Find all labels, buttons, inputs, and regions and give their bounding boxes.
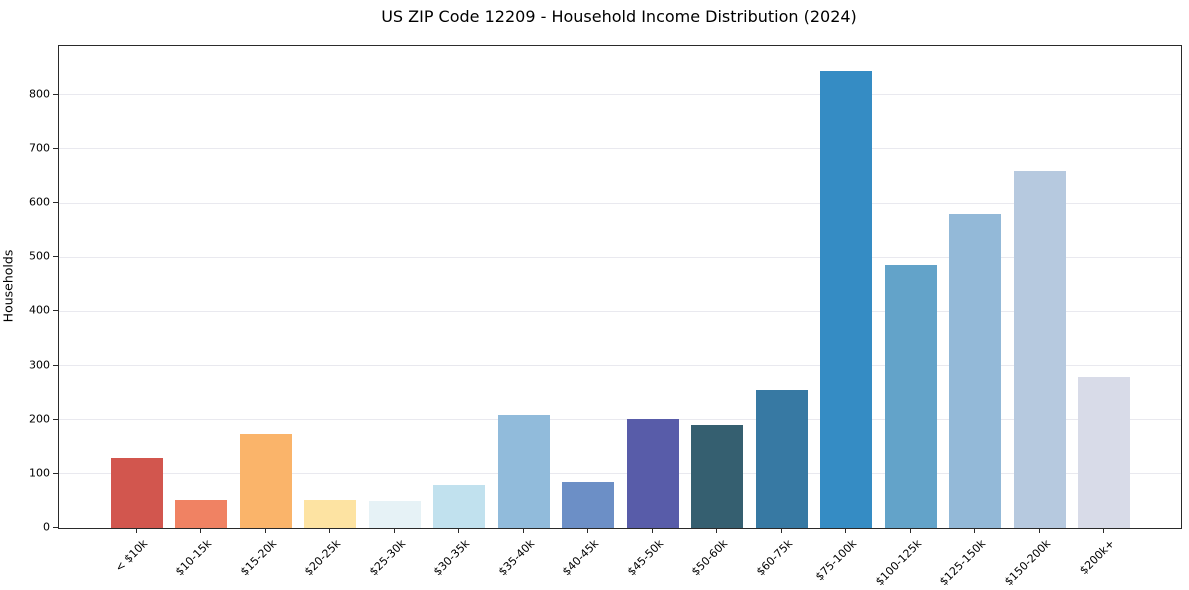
x-tick-mark bbox=[135, 528, 137, 533]
bar-15-20k bbox=[239, 433, 292, 528]
x-tick-label: $125-150k bbox=[937, 537, 989, 589]
y-tick-label: 300 bbox=[29, 358, 50, 372]
bar-45-50k bbox=[626, 419, 679, 528]
x-tick-mark bbox=[909, 528, 911, 533]
y-tick-label: 700 bbox=[29, 141, 50, 155]
bar-25-30k bbox=[368, 500, 421, 528]
gridline-y-600 bbox=[59, 202, 1181, 204]
gridline-y-800 bbox=[59, 94, 1181, 96]
x-tick-label: $30-35k bbox=[430, 537, 473, 579]
x-tick-label: $60-75k bbox=[753, 537, 795, 579]
bar-200k bbox=[1078, 377, 1130, 528]
y-tick-label: 600 bbox=[29, 195, 50, 209]
y-tick-mark bbox=[53, 93, 58, 95]
y-tick-mark bbox=[53, 202, 58, 204]
gridline-y-700 bbox=[59, 148, 1181, 150]
x-tick-label: $35-40k bbox=[495, 537, 537, 579]
x-tick-mark bbox=[651, 528, 653, 533]
y-tick-mark bbox=[53, 256, 58, 258]
gridline-y-200 bbox=[59, 419, 1181, 421]
x-tick-mark bbox=[1103, 528, 1104, 533]
y-tick-mark bbox=[53, 472, 58, 474]
x-tick-label: $20-25k bbox=[301, 537, 344, 579]
chart-title: US ZIP Code 12209 - Household Income Dis… bbox=[381, 7, 857, 26]
x-tick-label: $50-60k bbox=[688, 537, 731, 579]
gridline-y-300 bbox=[59, 365, 1181, 367]
x-tick-mark bbox=[845, 528, 846, 533]
x-tick-label: $75-100k bbox=[812, 537, 860, 584]
y-tick-label: 400 bbox=[29, 303, 50, 317]
x-tick-label: $40-45k bbox=[559, 537, 602, 579]
gridline-y-100 bbox=[59, 473, 1181, 475]
y-tick-mark bbox=[53, 147, 58, 149]
bar-150-200k bbox=[1013, 171, 1066, 528]
y-tick-mark bbox=[53, 310, 58, 312]
y-tick-label: 100 bbox=[29, 466, 50, 480]
x-tick-mark bbox=[264, 528, 266, 533]
y-tick-label: 200 bbox=[29, 412, 50, 426]
x-tick-label: $100-125k bbox=[872, 537, 924, 589]
x-tick-label: $45-50k bbox=[624, 537, 666, 579]
x-tick-mark bbox=[716, 528, 717, 533]
bar-50-60k bbox=[691, 425, 743, 528]
y-tick-mark bbox=[53, 527, 58, 528]
x-tick-mark bbox=[974, 528, 975, 533]
bar-100-125k bbox=[884, 265, 937, 528]
bar-60-75k bbox=[755, 390, 808, 528]
bar-125-150k bbox=[949, 213, 1001, 528]
bar-40-45k bbox=[562, 481, 614, 528]
x-tick-label: $200k+ bbox=[1077, 537, 1118, 578]
bar-10-15k bbox=[175, 499, 227, 528]
x-tick-mark bbox=[458, 528, 459, 533]
x-tick-mark bbox=[1038, 528, 1040, 533]
y-tick-mark bbox=[53, 364, 58, 366]
y-tick-label: 800 bbox=[29, 87, 50, 101]
bar-20-25k bbox=[304, 499, 356, 528]
x-tick-mark bbox=[200, 528, 201, 533]
gridline-y-400 bbox=[59, 310, 1181, 312]
x-tick-label: $10-15k bbox=[172, 537, 215, 579]
x-tick-mark bbox=[522, 528, 524, 533]
bar-30-35k bbox=[433, 484, 485, 528]
x-tick-label: $15-20k bbox=[237, 537, 279, 579]
y-tick-mark bbox=[53, 418, 58, 420]
bar-75-100k bbox=[820, 70, 872, 528]
y-tick-label: 500 bbox=[29, 249, 50, 263]
x-tick-mark bbox=[393, 528, 395, 533]
x-tick-label: $150-200k bbox=[1001, 537, 1053, 589]
x-tick-mark bbox=[329, 528, 330, 533]
bar-10k bbox=[110, 457, 163, 528]
bar-35-40k bbox=[497, 414, 550, 528]
gridline-y-500 bbox=[59, 256, 1181, 258]
x-tick-mark bbox=[780, 528, 782, 533]
y-tick-label: 0 bbox=[43, 520, 50, 534]
plot-area bbox=[58, 45, 1182, 529]
x-tick-mark bbox=[587, 528, 588, 533]
x-tick-label: < $10k bbox=[112, 537, 150, 575]
x-tick-label: $25-30k bbox=[366, 537, 408, 579]
